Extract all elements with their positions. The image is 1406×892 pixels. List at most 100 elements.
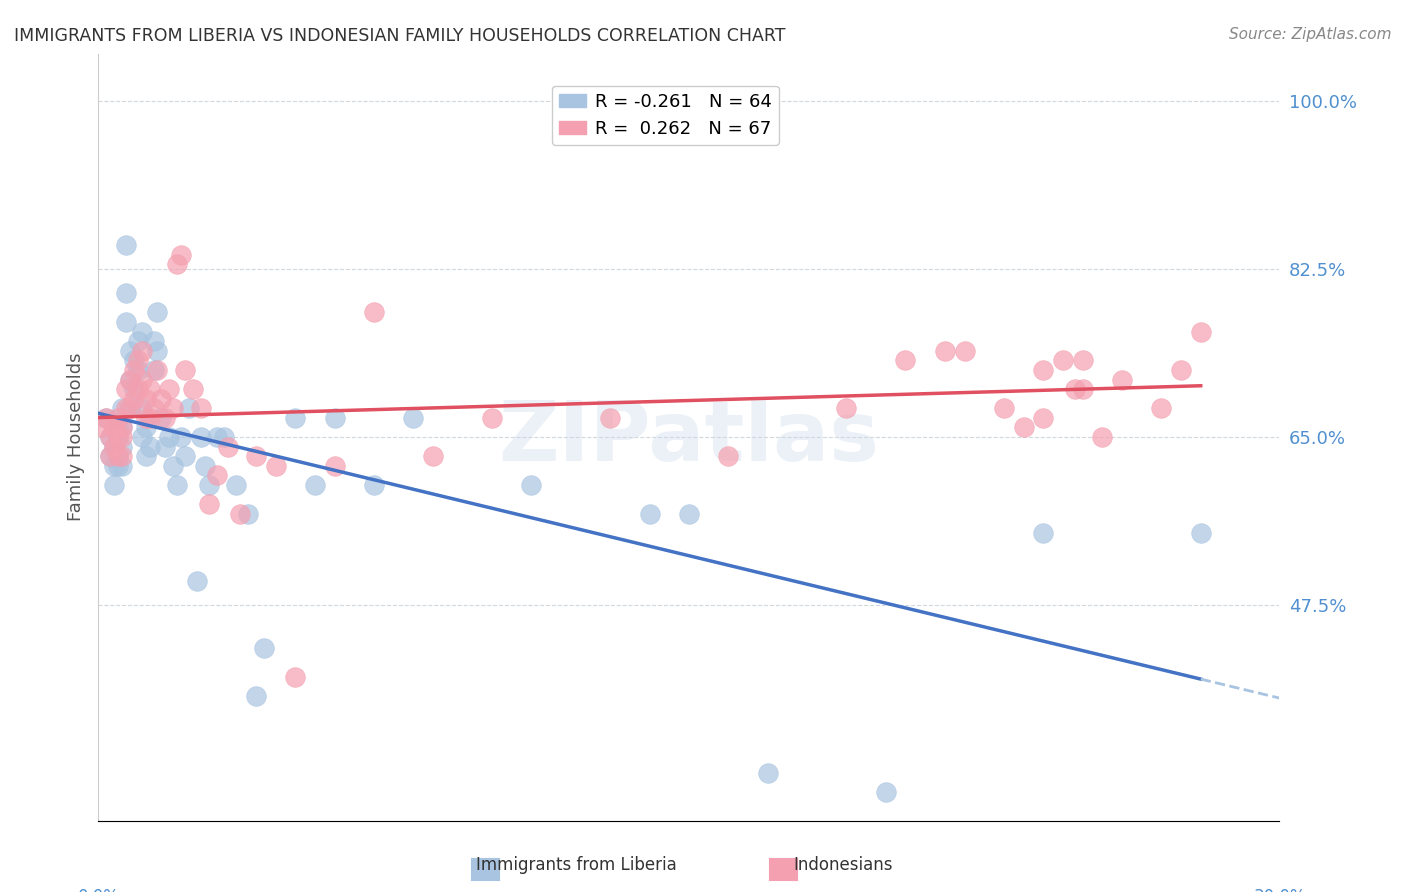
Point [1150,401,1173,416]
Point [197,497,219,511]
Point [190,430,212,444]
Point [107,420,129,434]
Point [146,343,169,358]
Point [118,373,141,387]
Point [166,478,188,492]
Point [115,286,138,301]
Point [142,334,165,349]
Point [205,468,228,483]
Point [155,440,177,454]
Point [284,670,307,684]
Point [323,458,346,473]
Point [131,401,153,416]
Point [131,343,153,358]
Point [107,450,129,464]
Y-axis label: Family Households: Family Households [66,353,84,521]
Point [205,430,228,444]
Point [599,410,621,425]
Point [135,420,157,434]
Point [157,382,180,396]
Point [150,392,173,406]
Text: Immigrants from Liberia: Immigrants from Liberia [477,856,676,874]
Point [131,325,153,339]
Point [107,450,129,464]
Point [1170,363,1192,377]
Point [162,458,184,473]
Point [111,458,134,473]
Point [177,401,200,416]
Point [253,640,276,655]
Point [194,458,217,473]
Point [186,574,208,588]
Point [107,430,129,444]
Text: Indonesians: Indonesians [794,856,893,874]
Point [146,305,169,319]
Point [1071,382,1094,396]
Point [115,401,138,416]
Point [135,410,157,425]
Legend: R = -0.261   N = 64, R =  0.262   N = 67: R = -0.261 N = 64, R = 0.262 N = 67 [551,86,779,145]
Point [138,410,160,425]
Point [1111,373,1133,387]
Point [717,450,740,464]
Point [111,440,134,454]
Point [190,401,212,416]
Point [135,450,157,464]
Point [98,450,121,464]
Point [934,343,956,358]
Point [135,392,157,406]
Point [115,382,138,396]
Point [225,478,247,492]
Point [122,353,145,368]
Point [103,440,125,454]
Point [115,315,138,329]
Point [264,458,287,473]
Point [422,450,444,464]
Point [170,430,193,444]
Point [111,401,134,416]
Point [1052,353,1074,368]
Point [91,420,114,434]
Point [197,478,219,492]
Point [162,401,184,416]
Point [122,392,145,406]
Point [1189,525,1212,540]
Point [118,401,141,416]
Point [481,410,503,425]
Point [115,238,138,252]
Point [363,478,385,492]
Point [1032,410,1054,425]
Point [157,430,180,444]
Point [138,382,160,396]
Point [98,430,121,444]
Text: Source: ZipAtlas.com: Source: ZipAtlas.com [1229,27,1392,42]
Point [1012,420,1035,434]
Point [217,440,239,454]
Point [181,382,204,396]
Point [122,382,145,396]
Point [229,507,252,521]
Point [402,410,425,425]
Text: ZIPatlas: ZIPatlas [499,397,879,477]
Text: IMMIGRANTS FROM LIBERIA VS INDONESIAN FAMILY HOUSEHOLDS CORRELATION CHART: IMMIGRANTS FROM LIBERIA VS INDONESIAN FA… [14,27,786,45]
Point [638,507,661,521]
Point [304,478,326,492]
Point [1032,363,1054,377]
Point [1063,382,1085,396]
Point [103,440,125,454]
Point [284,410,307,425]
Point [1091,430,1114,444]
Point [894,353,917,368]
Point [323,410,346,425]
Point [678,507,700,521]
Point [127,382,149,396]
Point [138,440,160,454]
Point [245,450,267,464]
Point [107,458,129,473]
Text: 30.0%: 30.0% [1253,888,1306,892]
Point [142,401,165,416]
Point [142,363,165,377]
Point [245,689,267,703]
Point [122,363,145,377]
Point [174,450,197,464]
